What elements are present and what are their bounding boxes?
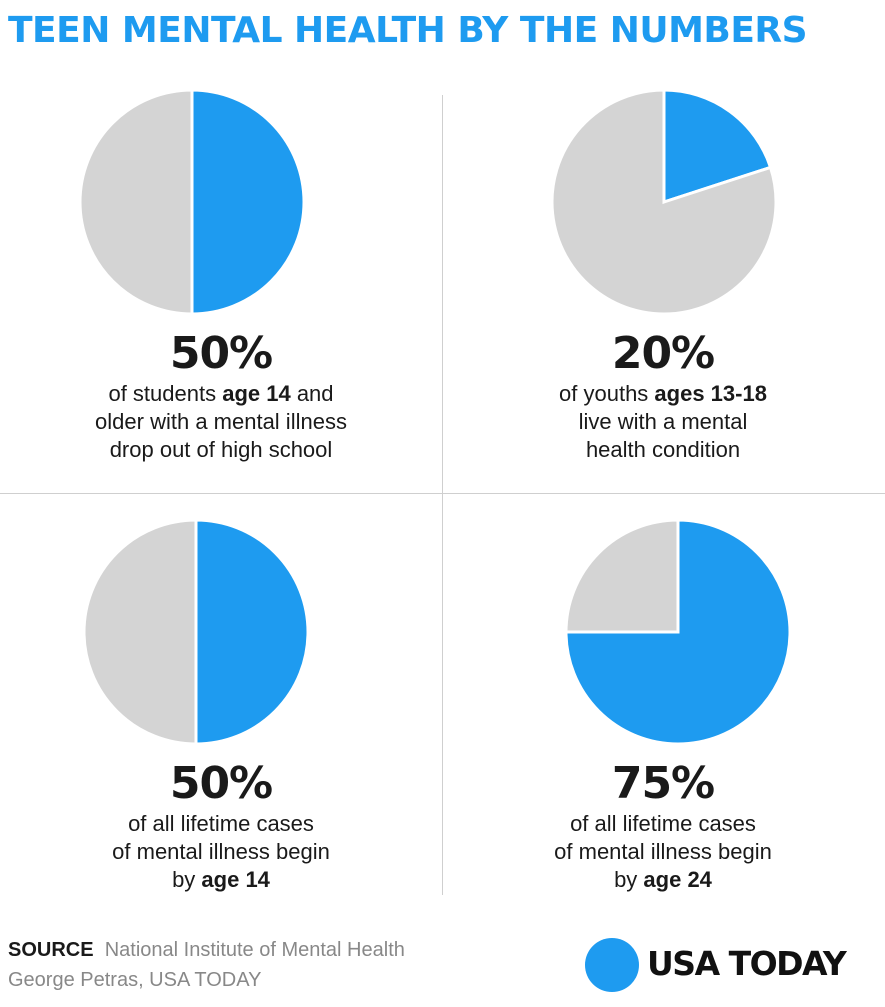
description-line: of youths ages 13-18 <box>442 380 884 408</box>
description-line: by age 24 <box>442 866 884 894</box>
description-line: live with a mental <box>442 408 884 436</box>
stat-value: 50% <box>169 758 273 809</box>
description-line: of mental illness begin <box>442 838 884 866</box>
pie-chart <box>78 88 306 316</box>
description-text: live with a mental <box>578 409 748 434</box>
description-text: older with a mental illness <box>95 409 347 434</box>
stat-value: 75% <box>611 758 715 809</box>
pie-chart <box>550 88 778 316</box>
stat-value: 20% <box>611 328 715 379</box>
pie-chart <box>82 518 310 746</box>
pie-slice-highlight <box>190 88 306 316</box>
description-text: and <box>290 381 334 406</box>
credit-text: George Petras, USA TODAY <box>8 969 262 991</box>
logo-text: USA TODAY <box>647 944 847 983</box>
pie-slice-rest <box>78 88 194 316</box>
stat-description: of youths ages 13-18 live with a mental he… <box>442 380 884 464</box>
pie-slice-rest <box>550 88 778 316</box>
stat-description: of all lifetime cases of mental illness b… <box>0 810 442 894</box>
description-text: of mental illness begin <box>112 839 330 864</box>
stat-value: 50% <box>169 328 273 379</box>
stat-panel: 75% of all lifetime cases of mental illnes… <box>442 510 884 930</box>
description-text: of mental illness begin <box>554 839 772 864</box>
description-emphasis: age 14 <box>201 867 270 892</box>
description-emphasis: age 14 <box>222 381 291 406</box>
description-line: older with a mental illness <box>0 408 442 436</box>
description-text: by <box>614 867 644 892</box>
description-emphasis: ages 13-18 <box>654 381 767 406</box>
description-line: drop out of high school <box>0 436 442 464</box>
logo-dot-icon <box>585 938 639 992</box>
description-text: of all lifetime cases <box>128 811 314 836</box>
description-line: of all lifetime cases <box>0 810 442 838</box>
source-label: SOURCE <box>8 939 94 961</box>
description-text: drop out of high school <box>109 437 333 462</box>
description-line: of students age 14 and <box>0 380 442 408</box>
description-text: of all lifetime cases <box>570 811 756 836</box>
stat-panel: 50% of students age 14 and older with a me… <box>0 80 442 500</box>
pie-chart <box>564 518 792 746</box>
description-text: of youths <box>559 381 655 406</box>
stat-panel: 50% of all lifetime cases of mental illnes… <box>0 510 442 930</box>
description-text: by <box>172 867 202 892</box>
description-text: of students <box>108 381 223 406</box>
description-line: by age 14 <box>0 866 442 894</box>
description-line: of mental illness begin <box>0 838 442 866</box>
vertical-divider <box>442 95 443 895</box>
description-emphasis: age 24 <box>643 867 712 892</box>
stat-description: of all lifetime cases of mental illness b… <box>442 810 884 894</box>
stat-description: of students age 14 and older with a menta… <box>0 380 442 464</box>
stat-panel: 20% of youths ages 13-18 live with a menta… <box>442 80 884 500</box>
pie-slice-highlight <box>194 518 310 746</box>
pie-slice-rest <box>82 518 198 746</box>
pie-slice-rest <box>564 518 680 634</box>
horizontal-divider <box>0 493 885 494</box>
page-title: TEEN MENTAL HEALTH BY THE NUMBERS <box>8 10 808 51</box>
description-text: health condition <box>585 437 741 462</box>
source-text: National Institute of Mental Health <box>104 939 405 961</box>
description-line: health condition <box>442 436 884 464</box>
pie-slice-highlight <box>662 88 773 205</box>
source-note: SOURCE National Institute of Mental Heal… <box>8 935 405 995</box>
description-line: of all lifetime cases <box>442 810 884 838</box>
